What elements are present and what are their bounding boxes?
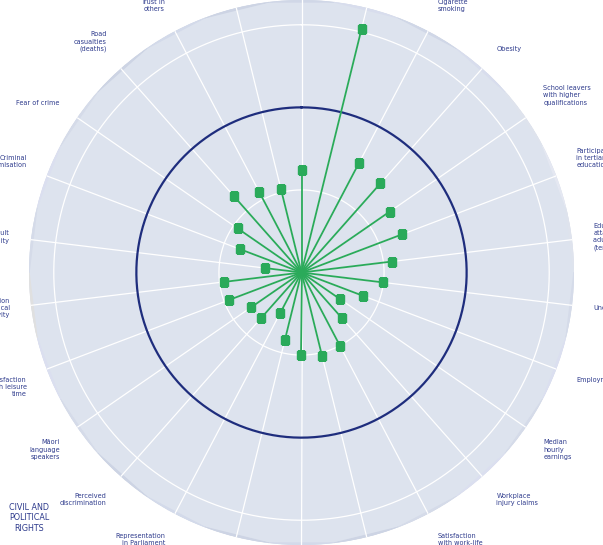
Text: Māori
language
speakers: Māori language speakers	[29, 439, 60, 460]
Polygon shape	[98, 49, 147, 92]
Polygon shape	[37, 338, 60, 399]
Polygon shape	[29, 207, 37, 272]
Polygon shape	[37, 146, 60, 207]
Text: Trust in
others: Trust in others	[141, 0, 165, 12]
Text: Satisfaction
with leisure
time: Satisfaction with leisure time	[0, 377, 27, 397]
Text: CIVIL AND
POLITICAL
RIGHTS: CIVIL AND POLITICAL RIGHTS	[9, 503, 49, 532]
Polygon shape	[543, 146, 566, 207]
Text: Representation
in Parliament: Representation in Parliament	[115, 533, 165, 545]
Polygon shape	[60, 399, 98, 453]
Polygon shape	[334, 528, 398, 543]
Polygon shape	[566, 207, 574, 272]
Polygon shape	[456, 49, 505, 92]
Polygon shape	[566, 272, 574, 338]
Polygon shape	[398, 17, 456, 49]
Polygon shape	[98, 453, 147, 496]
Text: Participation
in tertiary
education: Participation in tertiary education	[576, 148, 603, 168]
Text: Fear of crime: Fear of crime	[16, 100, 60, 106]
Polygon shape	[29, 0, 574, 545]
Polygon shape	[147, 17, 205, 49]
Polygon shape	[398, 496, 456, 528]
Polygon shape	[505, 92, 543, 146]
Text: Participation
in physical
activity: Participation in physical activity	[0, 298, 10, 318]
Text: Workplace
injury claims: Workplace injury claims	[496, 493, 538, 506]
Polygon shape	[456, 453, 505, 496]
Text: Satisfaction
with work-life
balance: Satisfaction with work-life balance	[438, 533, 483, 545]
Text: Criminal
victimisation: Criminal victimisation	[0, 155, 27, 168]
Text: Educational
attainment
adult population
(tertiary): Educational attainment adult population …	[593, 223, 603, 251]
Polygon shape	[269, 543, 334, 545]
Text: School leavers
with higher
qualifications: School leavers with higher qualification…	[543, 85, 591, 106]
Text: Perceived
discrimination: Perceived discrimination	[60, 493, 107, 506]
Polygon shape	[147, 496, 205, 528]
Polygon shape	[269, 0, 334, 2]
Text: Obesity: Obesity	[496, 46, 522, 52]
Polygon shape	[205, 528, 269, 543]
Polygon shape	[29, 272, 37, 338]
Text: Median
hourly
earnings: Median hourly earnings	[543, 439, 572, 460]
Text: Cigarette
smoking: Cigarette smoking	[438, 0, 469, 12]
Text: Road
casualties
(deaths): Road casualties (deaths)	[74, 32, 107, 52]
Text: Assault
mortality: Assault mortality	[0, 231, 10, 244]
Polygon shape	[205, 2, 269, 17]
Polygon shape	[505, 399, 543, 453]
Text: Unemployment: Unemployment	[593, 305, 603, 311]
Polygon shape	[543, 338, 566, 399]
Text: Employment: Employment	[576, 377, 603, 383]
Polygon shape	[334, 2, 398, 17]
Polygon shape	[60, 92, 98, 146]
